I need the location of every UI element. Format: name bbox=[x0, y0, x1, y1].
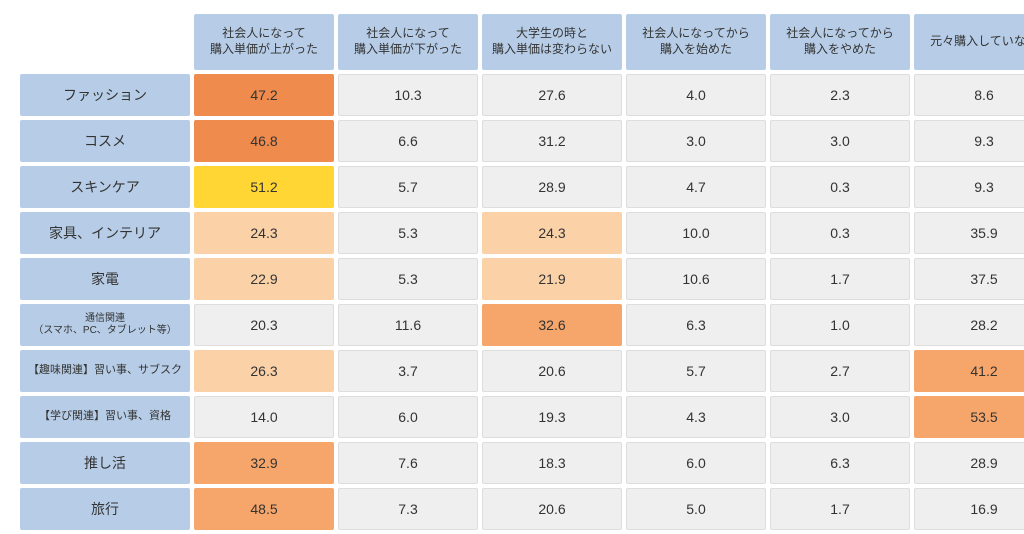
data-cell: 9.3 bbox=[914, 166, 1024, 208]
data-cell: 5.3 bbox=[338, 258, 478, 300]
data-cell: 2.3 bbox=[770, 74, 910, 116]
data-cell: 6.3 bbox=[626, 304, 766, 346]
data-cell: 3.0 bbox=[770, 396, 910, 438]
data-cell: 41.2 bbox=[914, 350, 1024, 392]
data-cell: 4.3 bbox=[626, 396, 766, 438]
table-row: コスメ46.86.631.23.03.09.3 bbox=[20, 120, 1024, 162]
data-cell: 4.0 bbox=[626, 74, 766, 116]
row-header: 家具、インテリア bbox=[20, 212, 190, 254]
col-header-0: 社会人になって購入単価が上がった bbox=[194, 14, 334, 70]
data-cell: 10.3 bbox=[338, 74, 478, 116]
survey-table: 社会人になって購入単価が上がった社会人になって購入単価が下がった大学生の時と購入… bbox=[16, 10, 1024, 534]
data-cell: 5.3 bbox=[338, 212, 478, 254]
data-cell: 4.7 bbox=[626, 166, 766, 208]
col-header-3: 社会人になってから購入を始めた bbox=[626, 14, 766, 70]
table-body: ファッション47.210.327.64.02.38.6コスメ46.86.631.… bbox=[20, 74, 1024, 530]
row-header: コスメ bbox=[20, 120, 190, 162]
data-cell: 2.7 bbox=[770, 350, 910, 392]
data-cell: 32.6 bbox=[482, 304, 622, 346]
data-cell: 1.7 bbox=[770, 258, 910, 300]
row-header: ファッション bbox=[20, 74, 190, 116]
data-cell: 3.0 bbox=[770, 120, 910, 162]
data-cell: 10.6 bbox=[626, 258, 766, 300]
data-cell: 27.6 bbox=[482, 74, 622, 116]
table-row: ファッション47.210.327.64.02.38.6 bbox=[20, 74, 1024, 116]
data-cell: 6.6 bbox=[338, 120, 478, 162]
data-cell: 21.9 bbox=[482, 258, 622, 300]
data-cell: 3.0 bbox=[626, 120, 766, 162]
row-header: 【学び関連】習い事、資格 bbox=[20, 396, 190, 438]
col-header-2: 大学生の時と購入単価は変わらない bbox=[482, 14, 622, 70]
data-cell: 6.0 bbox=[338, 396, 478, 438]
table-row: 【趣味関連】習い事、サブスク26.33.720.65.72.741.2 bbox=[20, 350, 1024, 392]
data-cell: 20.6 bbox=[482, 350, 622, 392]
data-cell: 7.6 bbox=[338, 442, 478, 484]
row-header: 推し活 bbox=[20, 442, 190, 484]
data-cell: 0.3 bbox=[770, 166, 910, 208]
row-header: スキンケア bbox=[20, 166, 190, 208]
table-head: 社会人になって購入単価が上がった社会人になって購入単価が下がった大学生の時と購入… bbox=[20, 14, 1024, 70]
data-cell: 10.0 bbox=[626, 212, 766, 254]
data-cell: 28.9 bbox=[914, 442, 1024, 484]
data-cell: 24.3 bbox=[194, 212, 334, 254]
table-row: 【学び関連】習い事、資格14.06.019.34.33.053.5 bbox=[20, 396, 1024, 438]
col-header-5: 元々購入していない bbox=[914, 14, 1024, 70]
data-cell: 19.3 bbox=[482, 396, 622, 438]
data-cell: 6.3 bbox=[770, 442, 910, 484]
data-cell: 18.3 bbox=[482, 442, 622, 484]
table-row: 通信関連（スマホ、PC、タブレット等）20.311.632.66.31.028.… bbox=[20, 304, 1024, 346]
data-cell: 9.3 bbox=[914, 120, 1024, 162]
table-row: 家具、インテリア24.35.324.310.00.335.9 bbox=[20, 212, 1024, 254]
data-cell: 3.7 bbox=[338, 350, 478, 392]
table-container: 社会人になって購入単価が上がった社会人になって購入単価が下がった大学生の時と購入… bbox=[0, 0, 1024, 524]
data-cell: 35.9 bbox=[914, 212, 1024, 254]
col-header-1: 社会人になって購入単価が下がった bbox=[338, 14, 478, 70]
data-cell: 11.6 bbox=[338, 304, 478, 346]
data-cell: 6.0 bbox=[626, 442, 766, 484]
header-row: 社会人になって購入単価が上がった社会人になって購入単価が下がった大学生の時と購入… bbox=[20, 14, 1024, 70]
data-cell: 26.3 bbox=[194, 350, 334, 392]
data-cell: 51.2 bbox=[194, 166, 334, 208]
row-header: 家電 bbox=[20, 258, 190, 300]
corner-cell bbox=[20, 14, 190, 70]
data-cell: 24.3 bbox=[482, 212, 622, 254]
data-cell: 14.0 bbox=[194, 396, 334, 438]
row-header: 【趣味関連】習い事、サブスク bbox=[20, 350, 190, 392]
col-header-4: 社会人になってから購入をやめた bbox=[770, 14, 910, 70]
data-cell: 5.7 bbox=[338, 166, 478, 208]
data-cell: 22.9 bbox=[194, 258, 334, 300]
data-cell: 32.9 bbox=[194, 442, 334, 484]
data-cell: 46.8 bbox=[194, 120, 334, 162]
table-row: 家電22.95.321.910.61.737.5 bbox=[20, 258, 1024, 300]
data-cell: 28.2 bbox=[914, 304, 1024, 346]
row-header: 通信関連（スマホ、PC、タブレット等） bbox=[20, 304, 190, 346]
data-cell: 28.9 bbox=[482, 166, 622, 208]
data-cell: 0.3 bbox=[770, 212, 910, 254]
data-cell: 20.3 bbox=[194, 304, 334, 346]
data-cell: 31.2 bbox=[482, 120, 622, 162]
data-cell: 47.2 bbox=[194, 74, 334, 116]
data-cell: 1.0 bbox=[770, 304, 910, 346]
data-cell: 37.5 bbox=[914, 258, 1024, 300]
data-cell: 5.7 bbox=[626, 350, 766, 392]
table-row: 推し活32.97.618.36.06.328.9 bbox=[20, 442, 1024, 484]
data-cell: 53.5 bbox=[914, 396, 1024, 438]
table-row: スキンケア51.25.728.94.70.39.3 bbox=[20, 166, 1024, 208]
data-cell: 8.6 bbox=[914, 74, 1024, 116]
